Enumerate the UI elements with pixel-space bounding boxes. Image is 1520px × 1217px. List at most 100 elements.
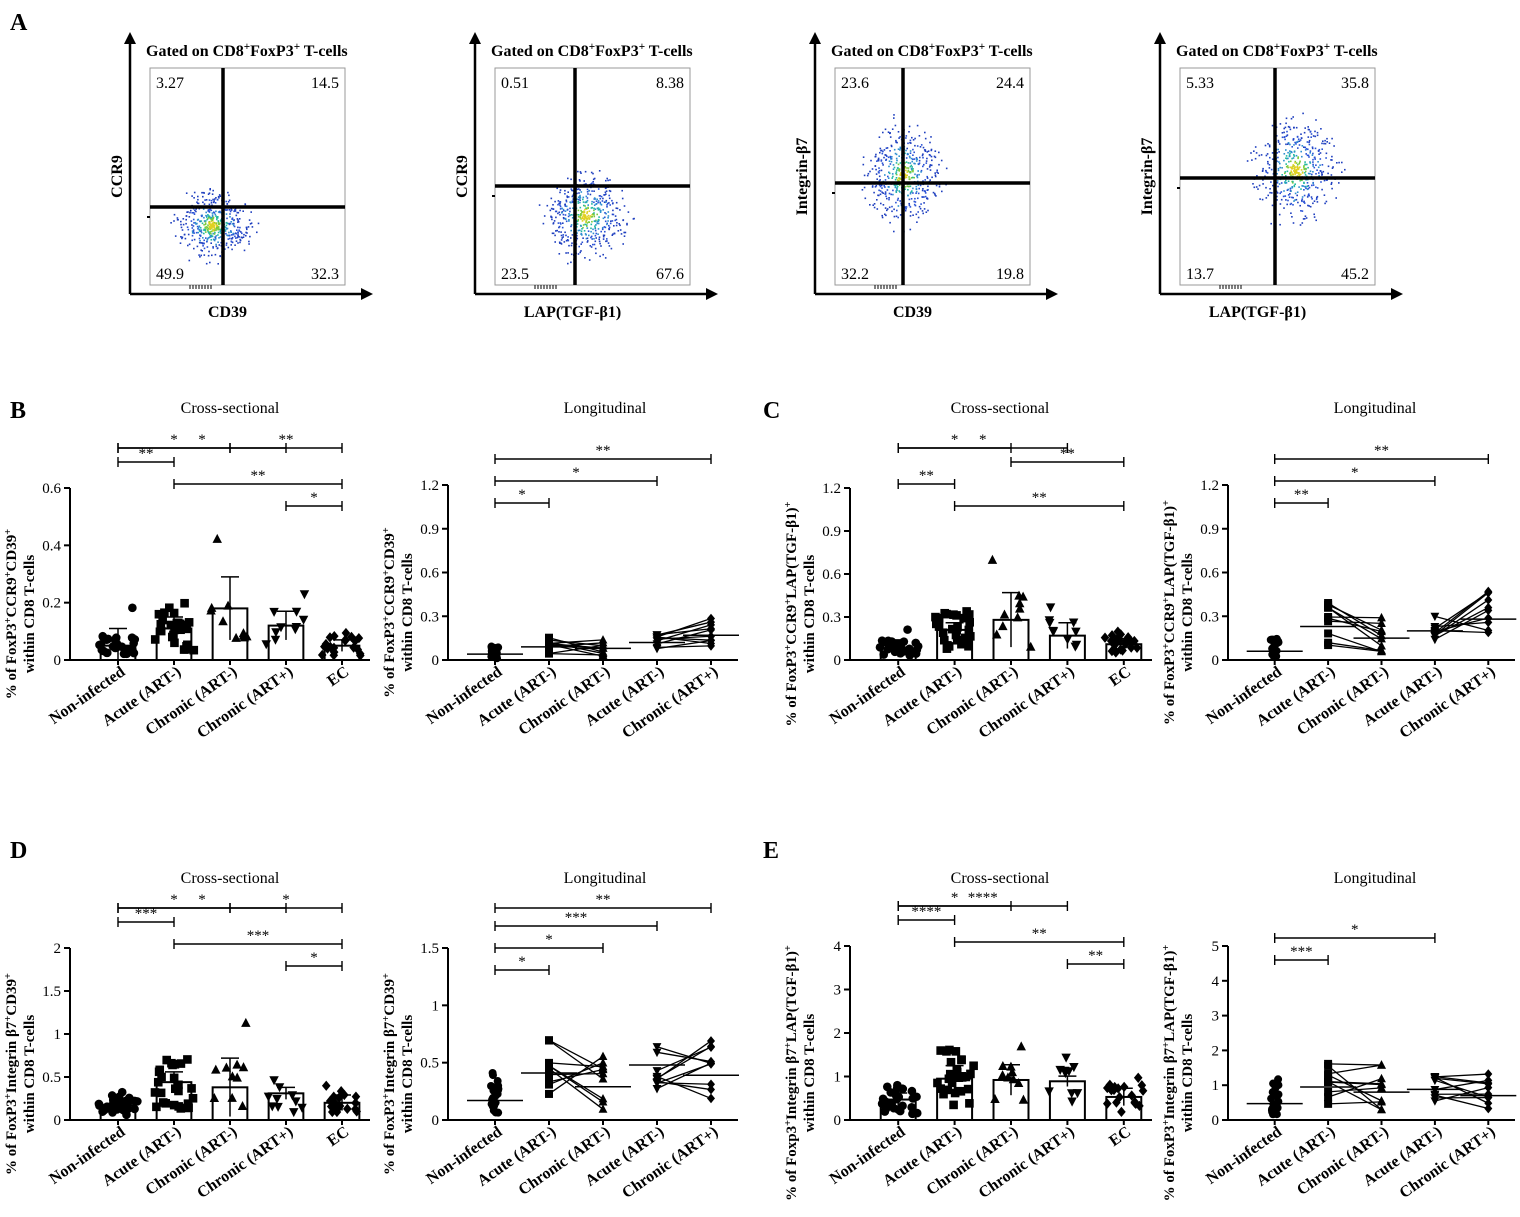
event-dot: [211, 193, 214, 195]
event-dot: [912, 158, 914, 161]
event-dot: [1266, 172, 1269, 174]
data-point: [1377, 1078, 1386, 1088]
event-dot: [604, 226, 607, 229]
event-dot: [1308, 186, 1311, 189]
event-dot: [203, 203, 206, 205]
data-point: [652, 1043, 662, 1052]
data-point: [949, 610, 958, 619]
event-dot: [237, 226, 239, 229]
event-dot: [584, 215, 586, 218]
data-point: [1377, 612, 1386, 622]
event-dot: [570, 229, 572, 232]
data-point: [494, 1108, 503, 1117]
data-point: [990, 1093, 1000, 1103]
event-dot: [1293, 144, 1295, 146]
event-dot: [890, 193, 892, 196]
event-dot: [1320, 172, 1323, 174]
event-dot: [203, 232, 205, 235]
event-dot: [608, 224, 610, 227]
y-tick-label: 0.6: [42, 481, 61, 497]
event-dot: [247, 226, 250, 228]
event-dot: [584, 170, 587, 173]
event-dot: [239, 226, 241, 229]
event-dot: [576, 237, 579, 240]
event-dot: [216, 218, 218, 221]
event-dot: [1271, 158, 1274, 160]
event-dot: [1296, 175, 1299, 177]
event-dot: [599, 242, 601, 245]
event-dot: [1284, 138, 1286, 141]
event-dot: [931, 176, 933, 179]
event-dot: [1300, 188, 1302, 190]
event-dot: [1298, 186, 1300, 188]
event-dot: [1289, 152, 1291, 155]
event-dot: [1285, 155, 1288, 157]
event-dot: [599, 201, 601, 204]
event-dot: [906, 174, 908, 177]
event-dot: [582, 237, 584, 239]
data-point: [1113, 626, 1123, 637]
event-dot: [576, 226, 578, 228]
event-dot: [234, 244, 236, 246]
event-dot: [918, 205, 921, 208]
event-dot: [220, 241, 222, 244]
event-dot: [195, 223, 197, 225]
y-tick-label: 1.2: [420, 478, 439, 494]
event-dot: [558, 231, 560, 233]
event-dot: [910, 198, 913, 200]
event-dot: [1297, 156, 1299, 158]
event-dot: [619, 209, 621, 211]
event-dot: [211, 230, 213, 233]
event-dot: [924, 149, 927, 151]
event-dot: [238, 218, 241, 220]
data-point: [122, 1110, 131, 1120]
event-dot: [204, 199, 206, 201]
event-dot: [219, 236, 222, 238]
event-dot: [904, 188, 906, 190]
event-dot: [1278, 213, 1281, 216]
event-dot: [212, 218, 214, 220]
event-dot: [209, 231, 211, 233]
event-dot: [211, 222, 213, 225]
event-dot: [208, 232, 210, 234]
event-dot: [888, 197, 890, 199]
data-point: [1430, 1085, 1440, 1095]
event-dot: [914, 173, 916, 176]
y-tick-label: 0: [1212, 653, 1220, 669]
event-dot: [890, 160, 893, 163]
event-dot: [605, 240, 607, 243]
flow-x-label: CD39: [893, 304, 932, 321]
event-dot: [912, 168, 914, 170]
event-dot: [595, 200, 598, 202]
event-dot: [590, 223, 593, 226]
event-dot: [929, 164, 932, 166]
event-dot: [229, 210, 232, 213]
event-dot: [206, 218, 208, 221]
event-dot: [554, 234, 556, 237]
event-dot: [1260, 154, 1263, 156]
event-dot: [1325, 152, 1328, 155]
y-axis-label: % of FoxP3+CCR9+CD39+within CD8 T-cells: [3, 529, 39, 699]
event-dot: [897, 205, 900, 207]
event-dot: [898, 168, 901, 171]
data-point: [162, 1055, 172, 1065]
event-dot: [1307, 166, 1309, 169]
event-dot: [593, 204, 596, 206]
data-point: [1126, 642, 1136, 653]
event-dot: [920, 203, 922, 205]
event-dot: [600, 204, 603, 206]
event-dot: [605, 193, 607, 195]
data-point: [1324, 1077, 1333, 1086]
event-dot: [187, 211, 189, 213]
data-point: [494, 1084, 503, 1093]
event-dot: [561, 212, 563, 214]
event-dot: [215, 223, 218, 226]
data-point: [1377, 1073, 1386, 1083]
event-dot: [602, 238, 605, 240]
event-dot: [595, 252, 597, 255]
event-dot: [915, 185, 918, 188]
event-dot: [182, 218, 185, 220]
event-dot: [180, 223, 182, 226]
event-dot: [587, 204, 589, 206]
event-dot: [612, 209, 614, 212]
